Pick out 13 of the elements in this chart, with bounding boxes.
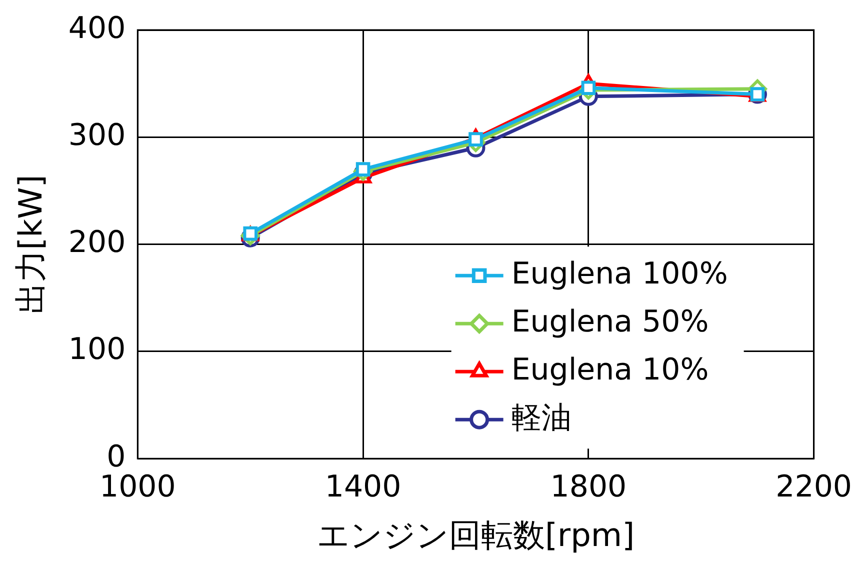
x-tick-label: 2200	[776, 469, 852, 504]
y-tick-label: 100	[68, 332, 126, 368]
y-axis-title: 出力[kW]	[12, 174, 50, 314]
legend-label: Euglena 10%	[511, 352, 709, 388]
y-tick-label: 200	[68, 225, 126, 260]
legend-label: 軽油	[511, 400, 572, 436]
y-tick-label: 400	[68, 10, 126, 46]
legend-label: Euglena 50%	[511, 304, 709, 340]
x-axis-title: エンジン回転数[rpm]	[316, 516, 635, 554]
x-tick-label: 1400	[324, 469, 402, 504]
x-tick-label: 1800	[550, 469, 627, 504]
y-tick-label: 300	[68, 118, 126, 153]
legend-label: Euglena 100%	[511, 256, 728, 292]
